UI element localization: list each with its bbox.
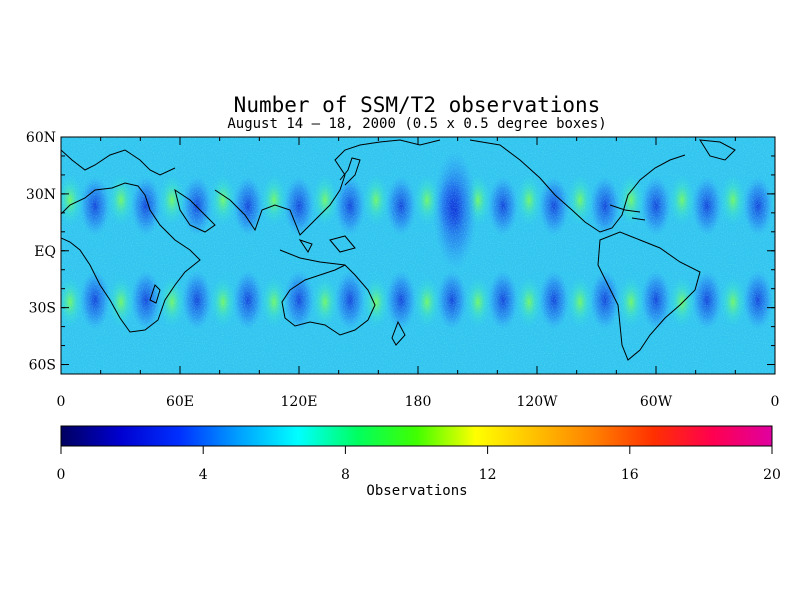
colorbar: 0 4 8 12 16 20 Observations xyxy=(57,425,781,499)
colorbar-tick-label: 20 xyxy=(763,467,781,483)
coast-asia xyxy=(214,139,441,236)
coast-africa xyxy=(61,182,201,333)
colorbar-tick-label: 8 xyxy=(341,467,350,483)
speckle-noise xyxy=(61,137,775,374)
coast-caribbean xyxy=(609,204,646,221)
longitude-labels: 0 60E 120E 180 120W 60W 0 xyxy=(57,394,780,410)
chart-title: Number of SSM/T2 observations xyxy=(234,93,601,117)
colorbar-tick-label: 12 xyxy=(479,467,497,483)
map-ticks xyxy=(60,136,776,374)
colorbar-tick-label: 4 xyxy=(199,467,208,483)
swath-low-north xyxy=(794,176,800,236)
latitude-labels: 60N 30N EQ 30S 60S xyxy=(26,130,56,374)
colorbar-tick-label: 0 xyxy=(57,467,66,483)
colorbar-tick-label: 16 xyxy=(621,467,639,483)
lon-label: 0 xyxy=(57,394,66,410)
coast-australia xyxy=(281,264,376,336)
lat-label: EQ xyxy=(34,244,56,260)
lat-label: 30S xyxy=(29,301,56,317)
coast-indonesia xyxy=(279,235,356,266)
map-panel: 60N 30N EQ 30S 60S 0 60E 120E 180 120W 60W 0 xyxy=(26,130,800,410)
coast-south-america xyxy=(597,231,701,361)
colorbar-tick-labels: 0 4 8 12 16 20 xyxy=(57,467,781,483)
coast-new-zealand xyxy=(391,320,406,346)
coast-europe xyxy=(61,149,176,176)
coast-greenland xyxy=(699,139,736,161)
lon-label: 60W xyxy=(640,394,673,410)
lon-label: 0 xyxy=(771,394,780,410)
coastlines xyxy=(61,139,736,361)
coast-arabia xyxy=(174,188,216,233)
lat-label: 60N xyxy=(26,130,56,146)
lat-label: 30N xyxy=(26,187,56,203)
swath-low-south xyxy=(794,270,800,330)
colorbar-scale xyxy=(60,425,773,447)
lat-label: 60S xyxy=(29,358,56,374)
coast-madagascar xyxy=(149,284,161,304)
coast-japan xyxy=(339,157,361,186)
lon-label: 120W xyxy=(516,394,558,410)
colorbar-label: Observations xyxy=(366,483,467,499)
lon-label: 120E xyxy=(281,394,318,410)
lon-label: 60E xyxy=(166,394,194,410)
chart-subtitle: August 14 – 18, 2000 (0.5 x 0.5 degree b… xyxy=(227,116,606,132)
lon-label: 180 xyxy=(405,394,432,410)
coast-north-america xyxy=(469,139,686,233)
observation-field xyxy=(61,137,800,374)
colorbar-ticks xyxy=(60,446,773,454)
